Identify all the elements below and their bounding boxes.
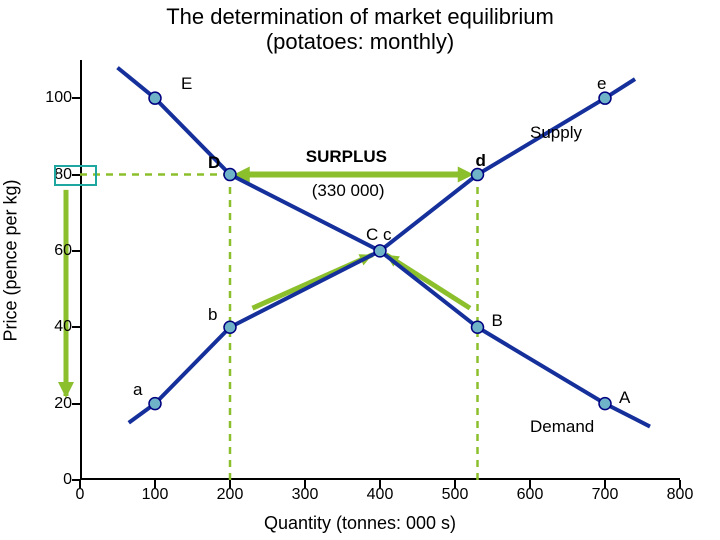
point-label-A: A [619, 388, 630, 408]
plot-area: 0100200300400500600700800020406080100SUR… [80, 60, 680, 480]
y-axis-label: Price (pence per kg) [1, 179, 22, 341]
y-tick-label: 100 [45, 89, 72, 107]
point-label-e: e [597, 74, 606, 94]
root: The determination of market equilibrium … [0, 0, 720, 540]
y-tickmark [72, 479, 80, 481]
ylabel-wrap: Price (pence per kg) [0, 0, 30, 540]
highlight-box-80 [54, 165, 97, 186]
x-tick-label: 500 [442, 486, 469, 504]
y-tickmark [72, 97, 80, 99]
point-label-Cc: C c [366, 225, 392, 245]
y-tick-label: 20 [54, 395, 72, 413]
y-tickmark [72, 326, 80, 328]
point-b [224, 321, 236, 333]
x-tick-label: 800 [667, 486, 694, 504]
x-tick-label: 200 [217, 486, 244, 504]
demand-text-label: Demand [530, 417, 594, 437]
title-line-1: The determination of market equilibrium [166, 4, 554, 29]
point-D [224, 169, 236, 181]
chart-title: The determination of market equilibrium … [0, 4, 720, 55]
point-label-b: b [208, 305, 217, 325]
title-line-2: (potatoes: monthly) [266, 29, 454, 54]
x-tick-label: 0 [76, 486, 85, 504]
supply-text-label: Supply [530, 123, 582, 143]
x-tick-label: 700 [592, 486, 619, 504]
x-tick-label: 400 [367, 486, 394, 504]
y-tick-label: 0 [63, 471, 72, 489]
point-B [472, 321, 484, 333]
x-axis-label: Quantity (tonnes: 000 s) [0, 513, 720, 534]
x-tick-label: 100 [142, 486, 169, 504]
x-tick-label: 600 [517, 486, 544, 504]
y-tickmark [72, 250, 80, 252]
y-tickmark [72, 403, 80, 405]
y-tick-label: 60 [54, 242, 72, 260]
x-tick-label: 300 [292, 486, 319, 504]
point-E [149, 92, 161, 104]
point-label-D: D [208, 153, 220, 173]
point-label-B: B [492, 311, 503, 331]
surplus-qty-label: (330 000) [312, 181, 385, 201]
point-label-a: a [133, 380, 142, 400]
y-tick-label: 40 [54, 318, 72, 336]
point-a [149, 398, 161, 410]
point-Cc [374, 245, 386, 257]
point-A [599, 398, 611, 410]
point-label-d: d [476, 151, 486, 171]
point-label-E: E [181, 74, 192, 94]
surplus-label: SURPLUS [306, 147, 387, 167]
